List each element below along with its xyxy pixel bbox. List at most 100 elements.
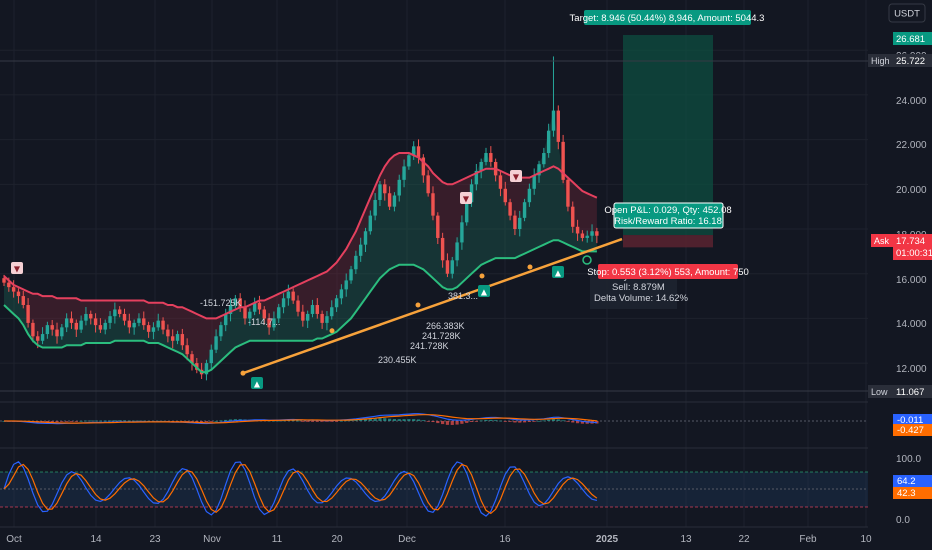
macd-hist-bar [571, 421, 575, 423]
candle-body [233, 298, 238, 306]
svg-text:▲: ▲ [254, 380, 261, 389]
candle-body [50, 325, 54, 330]
macd-hist-bar [402, 419, 406, 421]
macd-value-badges: -0.011 -0.427 [893, 414, 932, 436]
candle-body [373, 199, 377, 216]
sell-signal: ▼ [11, 262, 23, 274]
price-tick: 16.000 [896, 275, 927, 286]
stop-label[interactable]: Stop: 0.553 (3.12%) 553, Amount: 750 [587, 264, 749, 279]
candle-body [272, 318, 276, 328]
candle-body [498, 175, 503, 189]
svg-text:Stop: 0.553 (3.12%) 553, Amoun: Stop: 0.553 (3.12%) 553, Amount: 750 [587, 267, 749, 278]
price-axis[interactable]: USDT 26.000 24.000 22.000 20.000 18.000 … [868, 0, 932, 550]
svg-text:Ask: Ask [874, 236, 890, 246]
candle-body [421, 157, 426, 176]
candle-body [315, 305, 319, 314]
candle-body [171, 336, 175, 341]
macd-hist-bar [484, 419, 488, 421]
macd-hist-bar [392, 419, 397, 421]
candle-body [55, 329, 59, 337]
macd-hist-bar [551, 419, 556, 421]
candle-body [595, 231, 599, 236]
candle-body [397, 179, 401, 196]
pnl-label[interactable]: Open P&L: 0.029, Qty: 452.08 Risk/Reward… [604, 202, 732, 229]
candle-body [416, 146, 421, 158]
candle-body [122, 313, 127, 321]
candle-body [310, 305, 315, 314]
candle-body [349, 269, 353, 281]
macd-hist-bar [469, 421, 474, 422]
annotation: 266.383K [426, 321, 465, 331]
svg-text:▼: ▼ [513, 173, 520, 182]
macd-hist-bar [84, 420, 88, 422]
buy-signal: ▲ [552, 266, 564, 278]
candle-body [40, 334, 45, 341]
target-label[interactable]: Target: 8.946 (50.44%) 8,946, Amount: 50… [570, 10, 765, 25]
macd-hist-bar [503, 421, 507, 422]
candle-body [551, 110, 556, 131]
candle-body [358, 244, 363, 256]
svg-text:42.3: 42.3 [897, 488, 916, 499]
sell-signal: ▼ [510, 170, 522, 182]
macd-hist-bar [407, 419, 411, 421]
candle-body [127, 320, 132, 328]
svg-text:Sell: 8.879M: Sell: 8.879M [612, 282, 665, 293]
time-tick: Nov [203, 534, 221, 545]
svg-text:High: High [871, 56, 890, 66]
target-zone[interactable] [623, 35, 713, 236]
svg-text:-0.011: -0.011 [897, 415, 923, 426]
candle-body [175, 334, 180, 341]
candle-body [93, 318, 98, 326]
trendline[interactable] [242, 237, 623, 375]
macd-hist-bar [575, 421, 580, 424]
trendline-points [240, 264, 533, 376]
svg-text:25.722: 25.722 [896, 56, 925, 67]
candle-body [503, 188, 507, 203]
candle-body [339, 289, 344, 299]
stoch-pane[interactable] [0, 461, 868, 517]
candle-body [228, 305, 233, 314]
macd-hist-bar [489, 419, 493, 421]
macd-hist-bar [291, 420, 295, 422]
annotation: 381.3... [448, 291, 478, 301]
macd-hist-bar [465, 421, 469, 423]
macd-hist-bar [306, 421, 310, 422]
macd-hist-bar [532, 421, 536, 422]
candle-body [26, 305, 30, 323]
macd-hist-bar [431, 421, 435, 423]
candle-body [542, 153, 546, 165]
time-tick: 20 [331, 534, 343, 545]
candle-body [161, 320, 165, 330]
macd-hist-bar [65, 421, 69, 422]
candles [2, 56, 599, 381]
time-tick: 10 [860, 534, 872, 545]
candle-body [575, 226, 580, 234]
macd-hist-bar [388, 418, 392, 421]
grid-lines [0, 0, 868, 527]
macd-hist-bar [450, 421, 454, 425]
candle-body [238, 298, 242, 308]
sell-signal: ▼ [460, 192, 472, 204]
time-tick: Feb [799, 534, 817, 545]
macd-hist-bar [89, 420, 93, 422]
currency-button[interactable]: USDT [888, 3, 926, 23]
macd-signal-line [4, 414, 597, 424]
candle-body [479, 161, 483, 171]
candle-body [522, 202, 527, 218]
candle-body [262, 309, 266, 319]
candle-body [392, 195, 397, 207]
stop-zone[interactable] [623, 235, 713, 248]
candle-body [2, 278, 6, 283]
long-position-tool[interactable] [623, 35, 713, 248]
time-axis[interactable]: Oct 14 23 Nov 11 20 Dec 16 2025 13 22 Fe… [6, 534, 872, 545]
price-tick: 12.000 [896, 364, 927, 375]
macd-hist-bar [315, 421, 319, 422]
candle-body [378, 184, 382, 200]
entry-handle[interactable] [582, 255, 592, 265]
candle-body [436, 215, 440, 238]
candle-body [190, 354, 194, 364]
candle-body [84, 313, 88, 321]
high-badge: High 25.722 [868, 54, 932, 67]
macd-pane[interactable] [0, 413, 868, 425]
